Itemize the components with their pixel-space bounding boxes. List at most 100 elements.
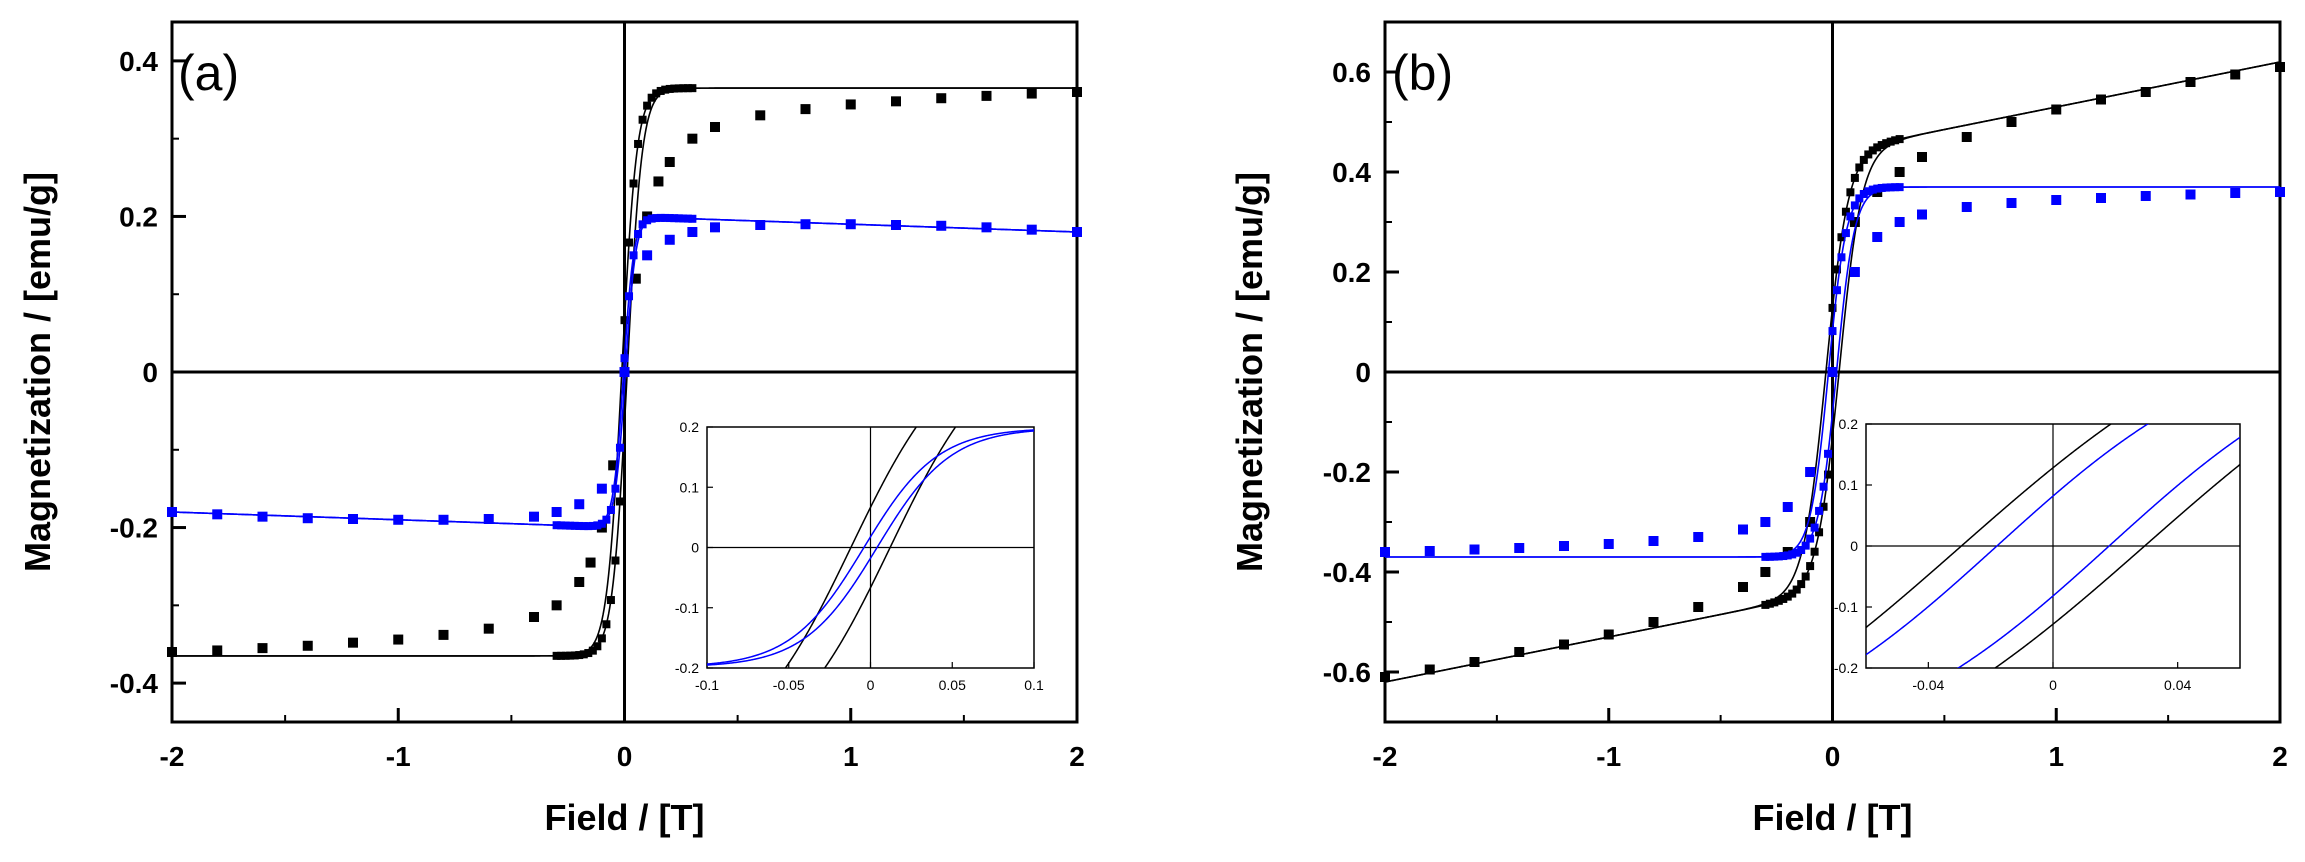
dense-data-point-black [643, 101, 652, 110]
data-point-blue [1693, 532, 1704, 542]
dense-data-point-blue [579, 522, 588, 531]
dense-data-point-black [570, 651, 579, 660]
y-tick-label: 0 [1355, 357, 1371, 388]
data-point-black [551, 600, 562, 611]
panel-a: -2 -1 0 1 2 -0.4 -0.2 0 0.2 0.4 Field / [T] Magneti… [17, 20, 1085, 838]
x-tick-label: 0 [617, 741, 633, 772]
dense-data-point-blue [1819, 482, 1828, 491]
data-point-blue [891, 220, 901, 230]
dense-data-point-blue [602, 515, 611, 524]
dense-data-point-blue [566, 521, 575, 530]
data-point-black [1072, 87, 1082, 97]
data-point-black [212, 645, 223, 656]
data-point-blue [1805, 467, 1816, 477]
data-point-black [483, 623, 494, 634]
data-point-black [529, 612, 539, 622]
data-point-blue [393, 514, 404, 525]
y-tick-label: -0.6 [1323, 657, 1371, 688]
data-point-blue [664, 234, 675, 245]
data-point-blue [1961, 202, 1972, 212]
dense-data-point-black [1864, 150, 1873, 159]
dense-data-point-blue [1824, 449, 1833, 458]
data-point-black [1805, 517, 1816, 527]
data-point-black [2230, 69, 2241, 80]
dense-data-point-blue [611, 484, 620, 493]
dense-data-point-blue [1788, 550, 1797, 559]
data-point-blue [755, 220, 766, 230]
dense-data-point-blue [661, 213, 670, 222]
data-point-black [608, 460, 619, 471]
data-point-black [687, 133, 698, 144]
data-point-blue [1648, 536, 1659, 546]
dense-data-point-blue [620, 354, 629, 363]
dense-data-point-black [597, 634, 606, 643]
data-point-black [302, 640, 313, 651]
dense-data-point-black [602, 620, 611, 629]
data-point-blue [1603, 539, 1614, 549]
dense-data-point-blue [656, 213, 665, 222]
dense-data-point-blue [1779, 552, 1788, 561]
dense-data-point-blue [688, 214, 697, 223]
inset-x-tick-label: 0.1 [1024, 677, 1044, 693]
dense-data-point-black [1877, 141, 1886, 150]
data-point-black [2185, 77, 2196, 87]
data-point-blue [1849, 267, 1860, 277]
data-point-blue [1380, 547, 1390, 557]
inset-y-tick-label: -0.2 [1834, 660, 1858, 676]
dense-data-point-blue [1806, 534, 1815, 543]
data-point-black [1760, 567, 1771, 577]
data-point-blue [529, 511, 539, 522]
dense-data-point-black [606, 596, 615, 605]
data-point-black [1894, 167, 1905, 177]
dense-data-point-black [1815, 528, 1824, 537]
dense-data-point-blue [1810, 523, 1819, 532]
dense-data-point-black [584, 649, 593, 658]
dense-data-point-blue [679, 214, 688, 223]
dense-data-point-black [1765, 599, 1774, 608]
dense-data-point-blue [1886, 183, 1895, 192]
dense-data-point-black [1841, 207, 1850, 216]
dense-data-point-blue [1877, 183, 1886, 192]
data-point-black [348, 637, 358, 648]
series-blue-lower-branch [1385, 186, 2280, 558]
data-point-black [167, 647, 177, 657]
dense-data-point-blue [674, 214, 683, 223]
inset-x-tick-label: -0.1 [695, 677, 719, 693]
dense-data-point-blue [1859, 189, 1868, 198]
y-tick-label: -0.4 [110, 668, 159, 699]
dense-data-point-black [615, 497, 624, 506]
data-point-black [2096, 94, 2106, 105]
data-point-blue [438, 514, 449, 525]
data-point-blue [596, 483, 607, 494]
data-point-blue [1072, 227, 1082, 237]
dense-data-point-blue [1873, 184, 1882, 193]
dense-data-point-black [1806, 562, 1815, 571]
inset-series-blue-lower-branch [1956, 436, 2240, 668]
data-point-black [1738, 582, 1748, 592]
data-point-black [710, 122, 720, 132]
dense-data-point-blue [629, 251, 638, 260]
data-point-blue [1760, 517, 1771, 527]
y-tick-label: 0 [142, 357, 158, 388]
dense-data-point-black [1855, 163, 1864, 172]
data-point-black [1849, 217, 1860, 227]
series-black-lower-branch [172, 87, 1077, 657]
data-point-blue [302, 513, 313, 524]
dense-data-point-black [1828, 303, 1837, 312]
inset-x-tick-label: 0 [867, 677, 875, 693]
y-tick-label: 0.4 [119, 46, 158, 77]
dense-data-point-blue [647, 214, 656, 223]
data-point-blue [483, 514, 494, 524]
dense-data-point-black [638, 115, 647, 124]
inset-x-tick-label: -0.05 [773, 677, 805, 693]
data-point-blue [1514, 543, 1525, 553]
data-point-black [936, 93, 947, 104]
data-point-black [891, 96, 901, 107]
dense-data-point-blue [1783, 551, 1792, 560]
dense-data-point-blue [1774, 552, 1783, 561]
inset-y-tick-label: 0 [1850, 538, 1858, 554]
dense-data-point-blue [552, 521, 561, 530]
dense-data-point-black [1895, 135, 1904, 144]
x-tick-label: -1 [386, 741, 411, 772]
data-point-black [1559, 639, 1569, 650]
